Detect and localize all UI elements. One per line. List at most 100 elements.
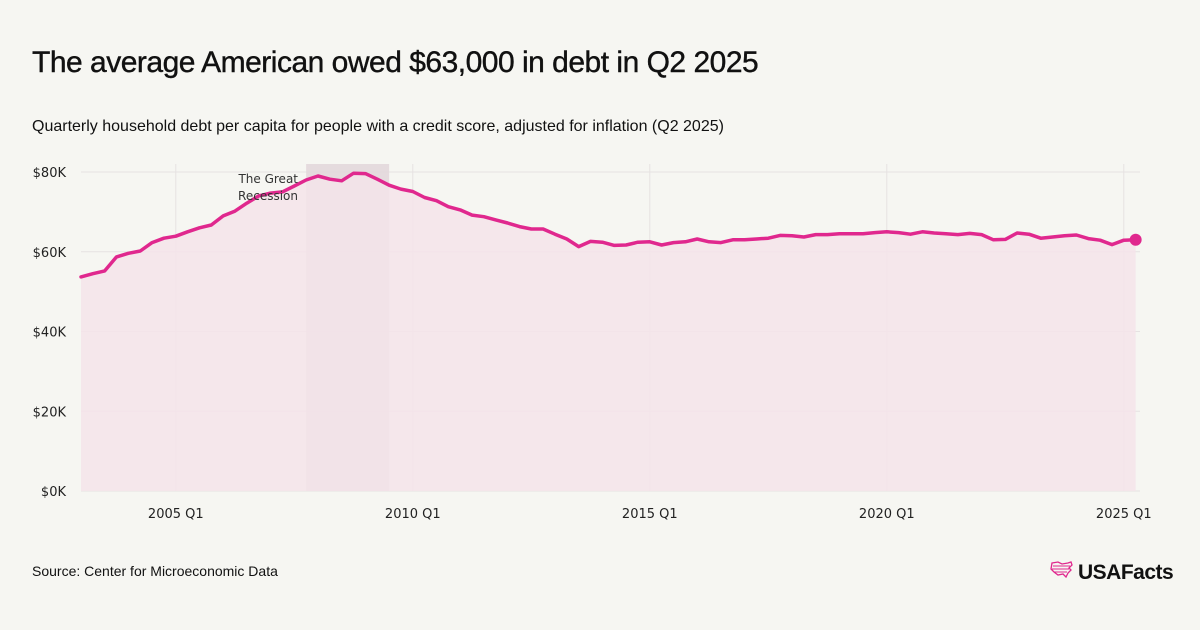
data-point[interactable] — [751, 234, 761, 244]
data-point[interactable] — [88, 269, 98, 279]
data-point[interactable] — [882, 227, 892, 237]
data-point[interactable] — [112, 252, 122, 262]
data-point[interactable] — [917, 227, 927, 237]
data-point[interactable] — [562, 234, 572, 244]
data-point[interactable] — [550, 229, 560, 239]
data-point[interactable] — [680, 237, 690, 247]
data-point[interactable] — [692, 234, 702, 244]
data-point[interactable] — [929, 228, 939, 238]
data-point[interactable] — [1024, 229, 1034, 239]
data-point[interactable] — [218, 211, 228, 221]
data-point[interactable] — [100, 266, 110, 276]
data-point[interactable] — [633, 237, 643, 247]
data-point[interactable] — [313, 171, 323, 181]
data-point[interactable] — [384, 180, 394, 190]
data-point[interactable] — [349, 168, 359, 178]
data-point[interactable] — [669, 238, 679, 248]
data-point[interactable] — [609, 240, 619, 250]
data-point[interactable] — [514, 222, 524, 232]
data-point[interactable] — [1107, 240, 1117, 250]
data-point[interactable] — [1071, 230, 1081, 240]
x-tick-label: 2015 Q1 — [622, 507, 678, 522]
data-point[interactable] — [455, 205, 465, 215]
data-point[interactable] — [704, 237, 714, 247]
recession-label-line2: Recession — [238, 189, 298, 203]
data-point[interactable] — [811, 230, 821, 240]
data-point[interactable] — [396, 184, 406, 194]
data-point[interactable] — [645, 237, 655, 247]
chart-title: The average American owed $63,000 in deb… — [32, 46, 759, 79]
data-point[interactable] — [941, 229, 951, 239]
data-point[interactable] — [491, 215, 501, 225]
data-point[interactable] — [716, 238, 726, 248]
data-point[interactable] — [206, 220, 216, 230]
data-point[interactable] — [1012, 228, 1022, 238]
data-point[interactable] — [775, 230, 785, 240]
data-point[interactable] — [1000, 234, 1010, 244]
data-point[interactable] — [301, 175, 311, 185]
end-marker[interactable] — [1129, 233, 1142, 246]
y-tick-label: $60K — [33, 246, 67, 261]
usafacts-logo[interactable]: USAFacts — [1050, 560, 1174, 585]
data-point[interactable] — [135, 246, 145, 256]
x-axis-labels: 2005 Q1 2010 Q1 2015 Q1 2020 Q1 2025 Q1 — [148, 507, 1152, 522]
data-point[interactable] — [408, 187, 418, 197]
data-point[interactable] — [325, 174, 335, 184]
series-line — [79, 171, 1138, 279]
data-point[interactable] — [823, 230, 833, 240]
data-point[interactable] — [1119, 235, 1129, 245]
data-point[interactable] — [1036, 233, 1046, 243]
data-point[interactable] — [538, 224, 548, 234]
data-point[interactable] — [846, 229, 856, 239]
data-point[interactable] — [147, 238, 157, 248]
data-point[interactable] — [171, 231, 181, 241]
data-point[interactable] — [977, 230, 987, 240]
data-point[interactable] — [953, 230, 963, 240]
y-tick-label: $80K — [33, 166, 67, 181]
data-point[interactable] — [479, 212, 489, 222]
data-point[interactable] — [858, 229, 868, 239]
data-point[interactable] — [230, 206, 240, 216]
data-point[interactable] — [834, 229, 844, 239]
data-point[interactable] — [894, 228, 904, 238]
data-point[interactable] — [195, 223, 205, 233]
us-map-icon — [1050, 560, 1074, 585]
y-tick-label: $20K — [33, 405, 67, 420]
data-point[interactable] — [870, 228, 880, 238]
data-point[interactable] — [76, 272, 86, 282]
data-point[interactable] — [372, 174, 382, 184]
series-area — [81, 173, 1136, 491]
data-point[interactable] — [728, 235, 738, 245]
data-point[interactable] — [123, 248, 133, 258]
data-point[interactable] — [740, 235, 750, 245]
x-tick-label: 2020 Q1 — [859, 507, 915, 522]
data-point[interactable] — [763, 233, 773, 243]
y-tick-label: $0K — [41, 485, 67, 500]
data-point[interactable] — [621, 240, 631, 250]
data-point[interactable] — [183, 227, 193, 237]
data-point[interactable] — [787, 231, 797, 241]
data-point[interactable] — [1048, 232, 1058, 242]
data-point[interactable] — [420, 193, 430, 203]
source-note: Source: Center for Microeconomic Data — [32, 563, 278, 579]
data-point[interactable] — [906, 229, 916, 239]
data-point[interactable] — [1095, 235, 1105, 245]
data-point[interactable] — [1060, 231, 1070, 241]
data-point[interactable] — [503, 218, 513, 228]
data-point[interactable] — [360, 169, 370, 179]
data-point[interactable] — [337, 176, 347, 186]
data-point[interactable] — [467, 210, 477, 220]
data-point[interactable] — [432, 196, 442, 206]
data-point[interactable] — [597, 237, 607, 247]
data-point[interactable] — [657, 240, 667, 250]
data-point[interactable] — [574, 242, 584, 252]
data-point[interactable] — [965, 228, 975, 238]
data-point[interactable] — [799, 232, 809, 242]
data-point[interactable] — [159, 233, 169, 243]
data-point[interactable] — [443, 202, 453, 212]
data-point[interactable] — [1083, 234, 1093, 244]
data-point[interactable] — [586, 236, 596, 246]
data-point[interactable] — [526, 224, 536, 234]
recession-label-line1: The Great — [237, 172, 298, 186]
data-point[interactable] — [988, 235, 998, 245]
